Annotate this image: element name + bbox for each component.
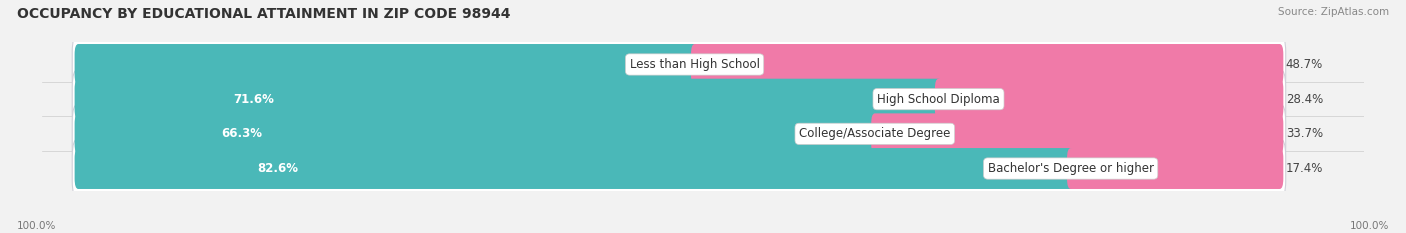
Text: Bachelor's Degree or higher: Bachelor's Degree or higher: [987, 162, 1154, 175]
FancyBboxPatch shape: [72, 139, 1285, 198]
FancyBboxPatch shape: [690, 44, 1284, 85]
Text: College/Associate Degree: College/Associate Degree: [799, 127, 950, 140]
Text: 51.3%: 51.3%: [634, 58, 671, 71]
FancyBboxPatch shape: [935, 79, 1284, 120]
FancyBboxPatch shape: [72, 69, 1285, 129]
Text: 17.4%: 17.4%: [1285, 162, 1323, 175]
FancyBboxPatch shape: [75, 79, 942, 120]
Text: 48.7%: 48.7%: [1285, 58, 1323, 71]
FancyBboxPatch shape: [75, 148, 1074, 189]
Text: 100.0%: 100.0%: [17, 221, 56, 231]
Text: 82.6%: 82.6%: [257, 162, 298, 175]
Text: OCCUPANCY BY EDUCATIONAL ATTAINMENT IN ZIP CODE 98944: OCCUPANCY BY EDUCATIONAL ATTAINMENT IN Z…: [17, 7, 510, 21]
Text: High School Diploma: High School Diploma: [877, 93, 1000, 106]
FancyBboxPatch shape: [75, 44, 699, 85]
Text: 28.4%: 28.4%: [1285, 93, 1323, 106]
Text: Less than High School: Less than High School: [630, 58, 759, 71]
Text: 66.3%: 66.3%: [222, 127, 263, 140]
Text: 100.0%: 100.0%: [1350, 221, 1389, 231]
FancyBboxPatch shape: [872, 113, 1284, 154]
FancyBboxPatch shape: [75, 113, 879, 154]
FancyBboxPatch shape: [72, 104, 1285, 164]
Text: Source: ZipAtlas.com: Source: ZipAtlas.com: [1278, 7, 1389, 17]
FancyBboxPatch shape: [1067, 148, 1284, 189]
Text: 71.6%: 71.6%: [233, 93, 274, 106]
FancyBboxPatch shape: [72, 35, 1285, 94]
Text: 33.7%: 33.7%: [1285, 127, 1323, 140]
